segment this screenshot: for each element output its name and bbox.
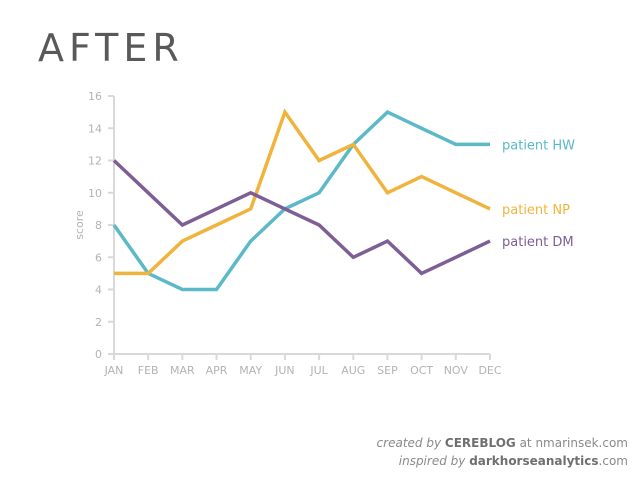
series-label-patient-hw: patient HW bbox=[502, 138, 575, 153]
x-tick-label: FEB bbox=[138, 364, 159, 377]
x-tick-label: MAR bbox=[170, 364, 195, 377]
x-tick-label: JUN bbox=[274, 364, 295, 377]
credits-brand-cereblog: CEREBLOG bbox=[444, 436, 516, 450]
y-axis-label: score bbox=[73, 210, 86, 240]
y-tick-label: 8 bbox=[95, 219, 102, 232]
credits-inspired-by: inspired by bbox=[398, 454, 466, 468]
series-line-patient-hw bbox=[112, 110, 490, 292]
x-tick-label: NOV bbox=[444, 364, 469, 377]
x-tick-label: AUG bbox=[341, 364, 365, 377]
x-tick-label: DEC bbox=[478, 364, 501, 377]
series-label-patient-np: patient NP bbox=[502, 203, 570, 218]
y-tick-label: 0 bbox=[95, 348, 102, 361]
x-tick-label: JAN bbox=[104, 364, 124, 377]
credits-site: at nmarinsek.com bbox=[519, 436, 628, 450]
series-line-patient-dm bbox=[112, 159, 491, 276]
x-tick-label: MAY bbox=[239, 364, 262, 377]
x-tick-label: JUL bbox=[309, 364, 328, 377]
credits: created by CEREBLOG at nmarinsek.com ins… bbox=[377, 434, 628, 470]
x-tick-label: SEP bbox=[377, 364, 398, 377]
y-tick-label: 16 bbox=[88, 90, 102, 103]
y-tick-label: 2 bbox=[95, 316, 102, 329]
y-tick-label: 10 bbox=[88, 187, 102, 200]
credits-brand-darkhorse: darkhorseanalytics bbox=[469, 454, 599, 468]
y-tick-label: 12 bbox=[88, 155, 102, 168]
series-line-patient-np bbox=[114, 108, 491, 276]
y-tick-label: 4 bbox=[95, 284, 102, 297]
x-tick-label: OCT bbox=[410, 364, 433, 377]
credits-domain: .com bbox=[598, 454, 628, 468]
credits-line-1: created by CEREBLOG at nmarinsek.com bbox=[377, 434, 628, 452]
x-tick-label: APR bbox=[206, 364, 228, 377]
y-tick-label: 6 bbox=[95, 251, 102, 264]
credits-line-2: inspired by darkhorseanalytics.com bbox=[377, 452, 628, 470]
page-title: AFTER bbox=[38, 26, 184, 70]
credits-created-by: created by bbox=[376, 436, 442, 450]
y-tick-label: 14 bbox=[88, 122, 102, 135]
series-label-patient-dm: patient DM bbox=[502, 235, 574, 250]
